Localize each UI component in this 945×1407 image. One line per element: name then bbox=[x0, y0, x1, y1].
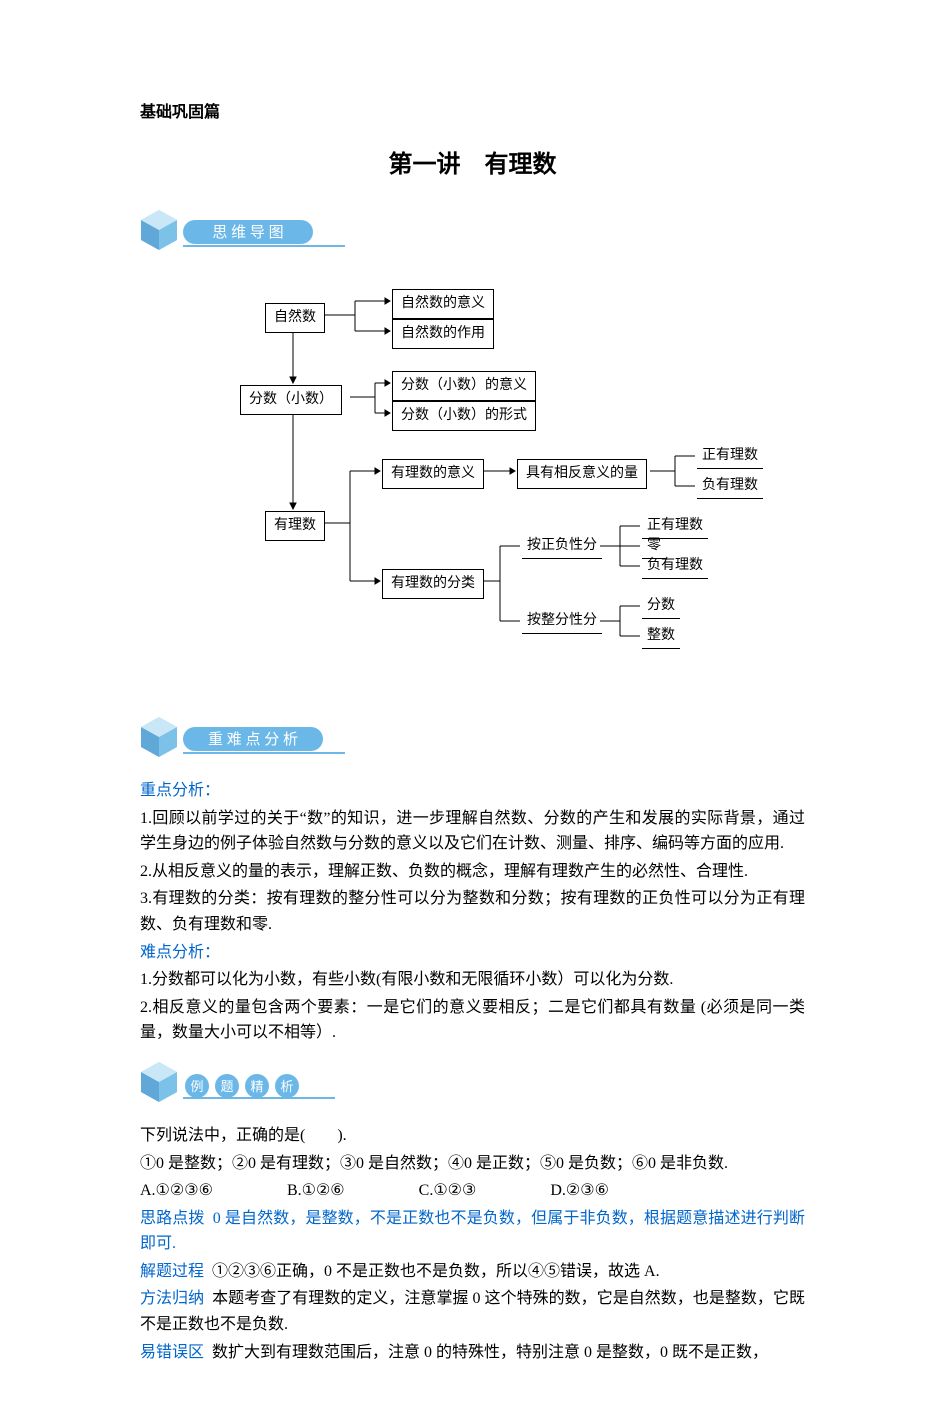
keypoints-p1: 1.回顾以前学过的关于“数”的知识，进一步理解自然数、分数的产生和发展的实际背景… bbox=[140, 806, 805, 857]
node-fraction: 分数（小数） bbox=[240, 385, 342, 415]
example-content: 下列说法中，正确的是( ). ①0 是整数；②0 是有理数；③0 是自然数；④0… bbox=[140, 1123, 805, 1365]
process-text: ①②③⑥正确，0 不是正数也不是负数，所以④⑤错误，故选 A. bbox=[212, 1263, 660, 1280]
banner-keypoints: 重 难 点 分 析 bbox=[135, 711, 805, 763]
page-title: 第一讲 有理数 bbox=[140, 146, 805, 184]
example-statements: ①0 是整数；②0 是有理数；③0 是自然数；④0 是正数；⑤0 是负数；⑥0 … bbox=[140, 1151, 805, 1177]
banner-examples: 例 题 精 析 bbox=[135, 1056, 805, 1108]
label-by-sign: 按正负性分 bbox=[522, 534, 602, 559]
keypoints-p2: 2.从相反意义的量的表示，理解正数、负数的概念，理解有理数产生的必然性、合理性. bbox=[140, 859, 805, 885]
svg-text:析: 析 bbox=[280, 1079, 293, 1094]
process-line: 解题过程 ①②③⑥正确，0 不是正数也不是负数，所以④⑤错误，故选 A. bbox=[140, 1259, 805, 1285]
examples-icon: 例 题 精 析 bbox=[135, 1056, 345, 1108]
option-c: C.①②③ bbox=[419, 1178, 477, 1204]
svg-text:例: 例 bbox=[190, 1079, 203, 1094]
node-fraction-form: 分数（小数）的形式 bbox=[392, 401, 536, 431]
node-rational-class: 有理数的分类 bbox=[382, 569, 484, 599]
method-label: 方法归纳 bbox=[140, 1290, 204, 1307]
svg-text:题: 题 bbox=[220, 1079, 233, 1094]
label-neg-rational-2: 负有理数 bbox=[642, 554, 708, 579]
label-neg-rational-1: 负有理数 bbox=[697, 474, 763, 499]
example-options: A.①②③⑥ B.①②⑥ C.①②③ D.②③⑥ bbox=[140, 1178, 805, 1204]
method-line: 方法归纳 本题考查了有理数的定义，注意掌握 0 这个特殊的数，它是自然数，也是整… bbox=[140, 1286, 805, 1337]
label-fraction-2: 分数 bbox=[642, 594, 680, 619]
hint-line: 思路点拨 0 是自然数，是整数，不是正数也不是负数，但属于非负数，根据题意描述进… bbox=[140, 1206, 805, 1257]
keypoints-content: 重点分析： 1.回顾以前学过的关于“数”的知识，进一步理解自然数、分数的产生和发… bbox=[140, 778, 805, 1046]
mindmap-icon: 思 维 导 图 bbox=[135, 204, 355, 256]
keypoints-p5: 2.相反意义的量包含两个要素：一是它们的意义要相反；二是它们都具有数量 (必须是… bbox=[140, 995, 805, 1046]
keypoints-icon: 重 难 点 分 析 bbox=[135, 711, 355, 763]
label-pos-rational-1: 正有理数 bbox=[697, 444, 763, 469]
node-natural-meaning: 自然数的意义 bbox=[392, 289, 494, 319]
keypoints-p4: 1.分数都可以化为小数，有些小数(有限小数和无限循环小数）可以化为分数. bbox=[140, 967, 805, 993]
hint-text: 0 是自然数，是整数，不是正数也不是负数，但属于非负数，根据题意描述进行判断即可… bbox=[140, 1210, 805, 1253]
option-d: D.②③⑥ bbox=[550, 1178, 609, 1204]
breadcrumb: 基础巩固篇 bbox=[140, 100, 805, 126]
error-label: 易错误区 bbox=[140, 1344, 204, 1361]
error-text: 数扩大到有理数范围后，注意 0 的特殊性，特别注意 0 是整数，0 既不是正数， bbox=[212, 1344, 768, 1361]
banner-mindmap: 思 维 导 图 bbox=[135, 204, 805, 256]
node-natural: 自然数 bbox=[265, 303, 325, 333]
svg-text:思 维 导 图: 思 维 导 图 bbox=[212, 224, 283, 241]
keypoints-header-1: 重点分析： bbox=[140, 778, 805, 804]
concept-diagram: 自然数 自然数的意义 自然数的作用 分数（小数） 分数（小数）的意义 分数（小数… bbox=[180, 271, 805, 691]
node-natural-use: 自然数的作用 bbox=[392, 319, 494, 349]
svg-text:重 难 点 分 析: 重 难 点 分 析 bbox=[208, 731, 298, 748]
option-a: A.①②③⑥ bbox=[140, 1178, 213, 1204]
label-by-int: 按整分性分 bbox=[522, 609, 602, 634]
node-rational: 有理数 bbox=[265, 511, 325, 541]
label-integer-2: 整数 bbox=[642, 624, 680, 649]
keypoints-header-2: 难点分析： bbox=[140, 940, 805, 966]
node-fraction-meaning: 分数（小数）的意义 bbox=[392, 371, 536, 401]
error-line: 易错误区 数扩大到有理数范围后，注意 0 的特殊性，特别注意 0 是整数，0 既… bbox=[140, 1340, 805, 1366]
example-question: 下列说法中，正确的是( ). bbox=[140, 1123, 805, 1149]
keypoints-p3: 3.有理数的分类：按有理数的整分性可以分为整数和分数；按有理数的正负性可以分为正… bbox=[140, 886, 805, 937]
option-b: B.①②⑥ bbox=[287, 1178, 345, 1204]
hint-label: 思路点拨 bbox=[140, 1210, 204, 1227]
svg-text:精: 精 bbox=[250, 1079, 263, 1094]
method-text: 本题考查了有理数的定义，注意掌握 0 这个特殊的数，它是自然数，也是整数，它既不… bbox=[140, 1290, 805, 1333]
node-rational-meaning: 有理数的意义 bbox=[382, 459, 484, 489]
process-label: 解题过程 bbox=[140, 1263, 204, 1280]
node-has-opposite: 具有相反意义的量 bbox=[517, 459, 647, 489]
